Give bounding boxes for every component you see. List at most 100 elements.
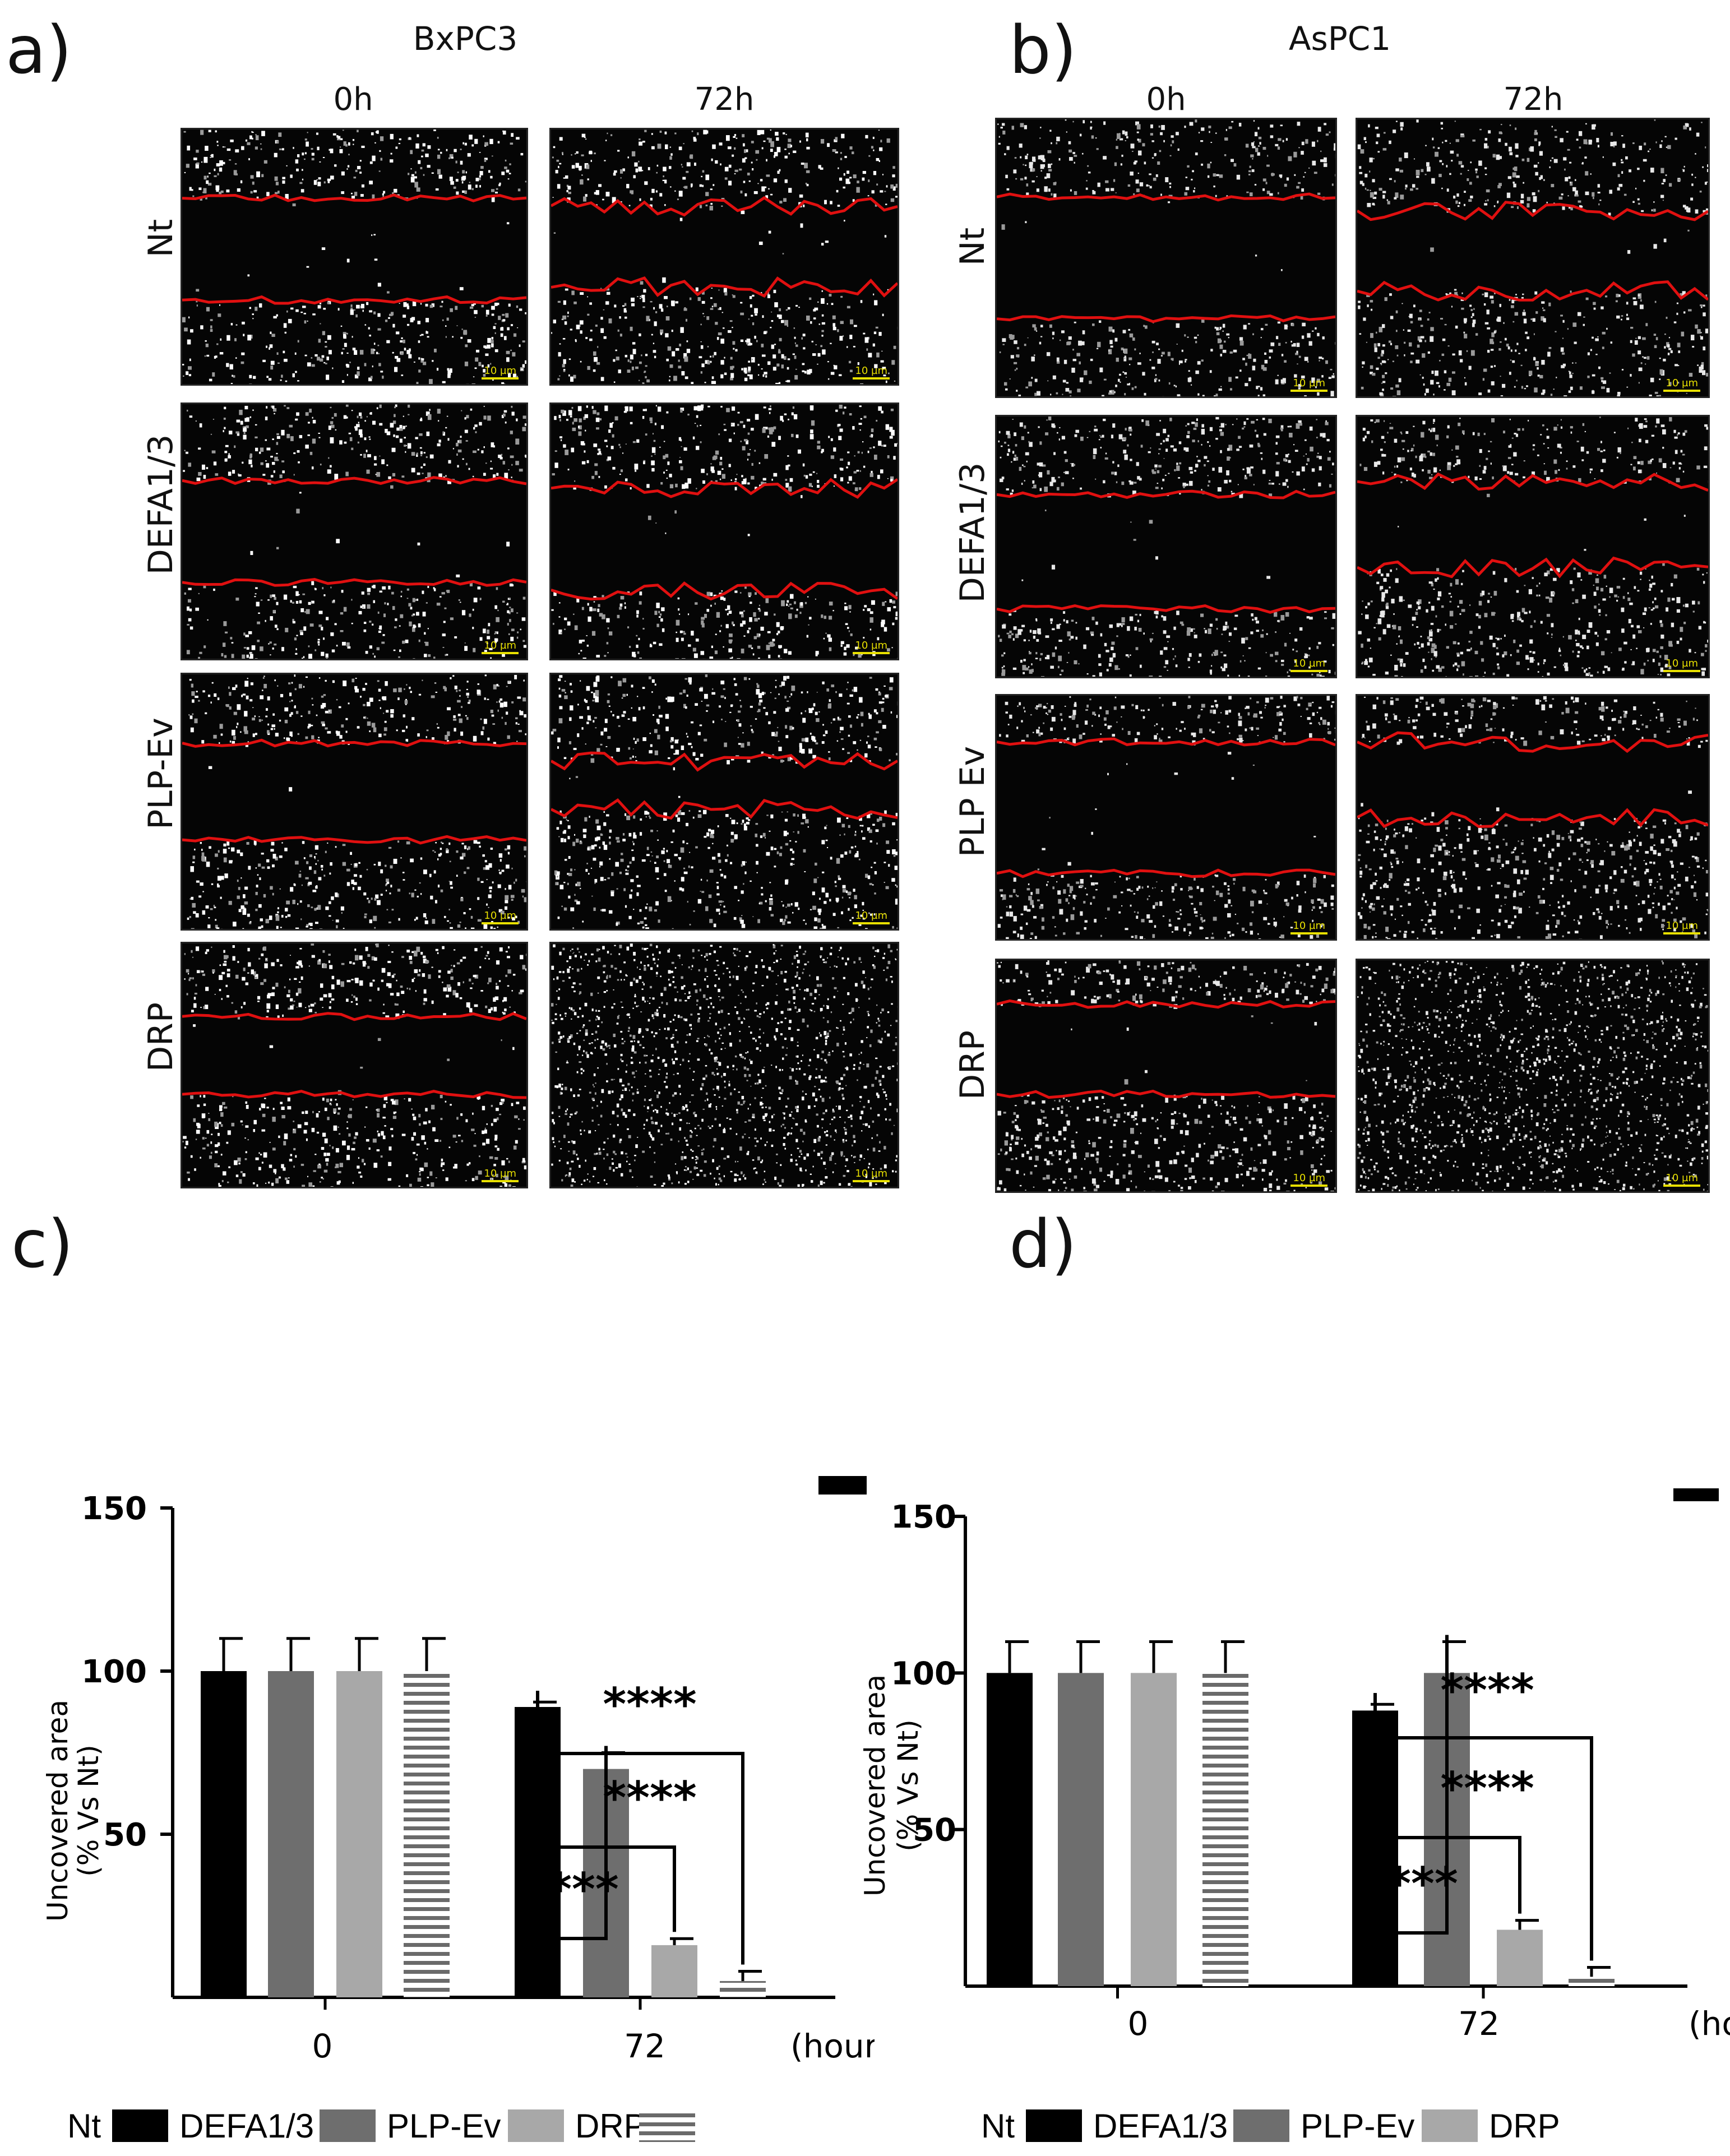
micrograph-a-defa1-3-72h: 10 µm xyxy=(549,402,899,660)
wound-edge-line xyxy=(182,835,526,845)
bar-DEFA1/3-0 xyxy=(1058,1673,1104,1986)
bar-Nt-0 xyxy=(987,1673,1033,1986)
scale-bar: 10 µm xyxy=(1663,920,1700,934)
panel-b-row-defa: DEFA1/3 xyxy=(953,462,992,603)
legend-label: DEFA1/3 xyxy=(1093,2107,1228,2145)
wound-edge-line xyxy=(182,193,526,202)
wound-edge-line xyxy=(997,192,1335,202)
panel-b-cell-line: AsPC1 xyxy=(1288,20,1391,58)
bar-DRP-72 xyxy=(720,1981,766,1997)
scale-bar: 10 µm xyxy=(853,640,890,654)
wound-edge-line xyxy=(997,737,1335,747)
panel-b-col-72h: 72h xyxy=(1503,81,1564,118)
wound-edge-line xyxy=(182,295,526,305)
x-tick-label: 0 xyxy=(312,2027,333,2065)
legend-swatch xyxy=(320,2109,376,2142)
scale-bar: 10 µm xyxy=(853,1168,890,1182)
significance-bracket xyxy=(1373,1693,1593,1961)
wound-edge-line xyxy=(997,999,1335,1009)
wound-edge-line xyxy=(182,476,526,485)
scale-bar: 10 µm xyxy=(482,910,519,924)
micrograph-a-drp-0h: 10 µm xyxy=(181,942,528,1188)
wound-edge-line xyxy=(1357,731,1708,753)
wound-edge-line xyxy=(551,751,898,772)
legend-label: PLP-Ev xyxy=(387,2107,501,2145)
wound-edge-line xyxy=(182,1012,526,1021)
bar-PLP-Ev-72 xyxy=(1497,1930,1543,1986)
legend-label: DEFA1/3 xyxy=(179,2107,314,2145)
wound-edge-line xyxy=(997,1089,1335,1099)
legend-label: DRP xyxy=(575,2107,646,2145)
significance-bracket xyxy=(536,1691,676,1932)
significance-stars: **** xyxy=(1440,1664,1534,1717)
micrograph-b-defa1-3-0h: 10 µm xyxy=(995,415,1337,678)
y-axis-label: Uncovered area xyxy=(859,1674,891,1896)
micrograph-a-nt-0h: 10 µm xyxy=(181,128,528,386)
micrograph-b-plp-ev-72h: 10 µm xyxy=(1356,694,1710,941)
x-tick-label: 72 xyxy=(1458,2005,1500,2043)
scale-bar: 10 µm xyxy=(1290,920,1327,934)
panel-b-letter: b) xyxy=(1009,11,1077,89)
wound-edge-line xyxy=(1357,280,1708,302)
micrograph-b-drp-0h: 10 µm xyxy=(995,959,1337,1193)
panel-b-row-nt: Nt xyxy=(953,227,992,266)
y-tick-label: 150 xyxy=(891,1499,956,1535)
y-tick-label: 50 xyxy=(103,1817,147,1853)
significance-stars: **** xyxy=(603,1772,696,1824)
bar-DRP-0 xyxy=(404,1671,450,1997)
wound-edge-line xyxy=(551,581,898,601)
legend-label: PLP-Ev xyxy=(1301,2107,1414,2145)
scale-bar: 10 µm xyxy=(482,1168,519,1182)
legend-label: DRP xyxy=(1489,2107,1560,2145)
scale-bar: 10 µm xyxy=(853,910,890,924)
bar-chart-d: 50 100 150 Uncovered area(% Vs Nt) 0 72 (hours… xyxy=(859,1488,1730,2145)
wound-edge-line xyxy=(997,489,1335,499)
panel-d-letter: d) xyxy=(1009,1205,1077,1283)
wound-edge-line xyxy=(551,798,898,820)
scale-bar: 10 µm xyxy=(1663,377,1700,392)
scale-bar: 10 µm xyxy=(1663,1172,1700,1187)
legend-swatch xyxy=(1026,2109,1082,2142)
panel-a-letter: a) xyxy=(6,11,72,89)
bar-DRP-72 xyxy=(1569,1977,1615,1986)
panel-a-row-defa: DEFA1/3 xyxy=(141,434,181,575)
panel-b-row-drp: DRP xyxy=(953,1030,992,1100)
panel-b-row-plpev: PLP Ev xyxy=(953,746,992,858)
micrograph-a-nt-72h: 10 µm xyxy=(549,128,899,386)
y-tick-label: 100 xyxy=(81,1654,147,1690)
scale-bar: 10 µm xyxy=(1663,658,1700,672)
panel-a-col-0h: 0h xyxy=(333,81,373,118)
wound-edge-line xyxy=(551,196,898,217)
wound-edge-line xyxy=(1357,201,1708,221)
significance-stars: **** xyxy=(1440,1762,1534,1815)
bar-DRP-0 xyxy=(1202,1673,1248,1986)
legend-swatch xyxy=(639,2109,695,2142)
legend-swatch xyxy=(112,2109,168,2142)
micrograph-a-plp-ev-0h: 10 µm xyxy=(181,673,528,931)
legend-label: Nt xyxy=(67,2107,101,2145)
scale-bar: 10 µm xyxy=(1290,1172,1327,1187)
significance-bracket xyxy=(536,1691,744,1965)
x-axis-unit: (hours) xyxy=(1689,2005,1730,2043)
significance-stars: **** xyxy=(603,1678,696,1731)
significance-stars: **** xyxy=(1364,1858,1458,1910)
bar-chart-c: 50 100 150 Uncovered area(% Vs Nt) 0 72 (hours… xyxy=(41,1476,875,2145)
panel-c-letter: c) xyxy=(11,1205,73,1283)
micrograph-b-nt-0h: 10 µm xyxy=(995,118,1337,398)
significance-stars: **** xyxy=(525,1863,618,1916)
scale-bar: 10 µm xyxy=(1290,377,1327,392)
wound-edge-line xyxy=(997,314,1335,323)
wound-edge-line xyxy=(551,276,898,298)
scale-bar: 10 µm xyxy=(853,365,890,380)
legend-swatch xyxy=(508,2109,564,2142)
y-tick-label: 100 xyxy=(891,1655,956,1692)
legend-mark xyxy=(1673,1488,1719,1501)
panel-a-row-drp: DRP xyxy=(141,1002,181,1072)
micrograph-b-plp-ev-0h: 10 µm xyxy=(995,694,1337,941)
bar-DEFA1/3-0 xyxy=(268,1671,314,1997)
micrograph-a-plp-ev-72h: 10 µm xyxy=(549,673,899,931)
y-tick-label: 50 xyxy=(913,1812,956,1849)
x-axis-unit: (hours) xyxy=(790,2027,875,2065)
wound-edge-line xyxy=(997,604,1335,614)
y-axis-label: (% Vs Nt) xyxy=(892,1719,924,1852)
